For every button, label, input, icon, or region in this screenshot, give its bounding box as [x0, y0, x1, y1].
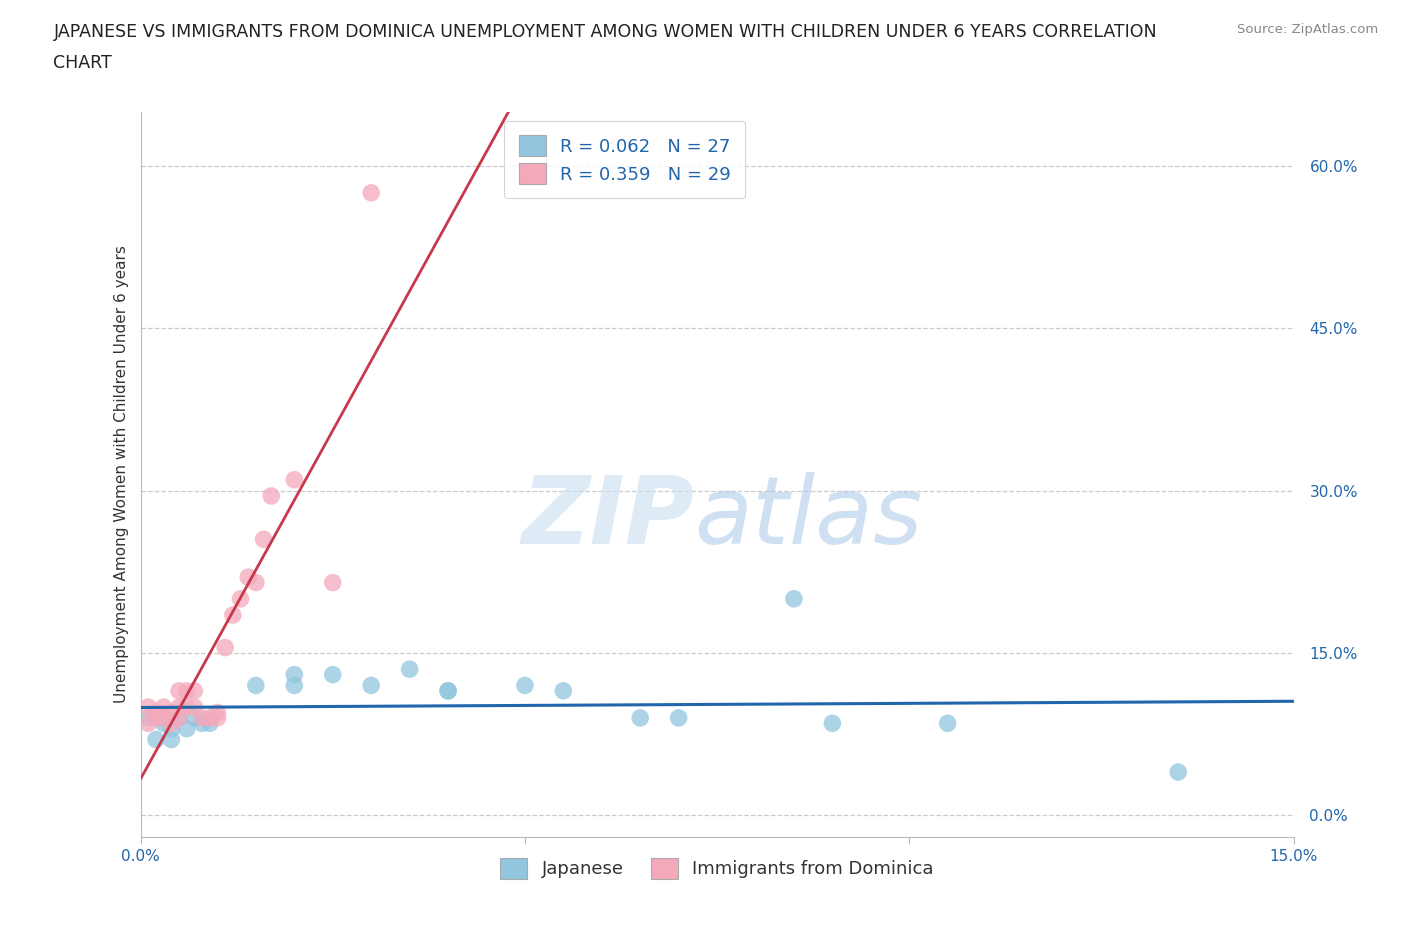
Point — [398, 662, 420, 677]
Point — [160, 722, 183, 737]
Point — [283, 472, 305, 487]
Point — [198, 711, 221, 725]
Point — [222, 607, 245, 622]
Point — [668, 711, 690, 725]
Point — [238, 570, 260, 585]
Point — [283, 667, 305, 682]
Point — [198, 716, 221, 731]
Y-axis label: Unemployment Among Women with Children Under 6 years: Unemployment Among Women with Children U… — [114, 246, 129, 703]
Point — [252, 532, 274, 547]
Text: JAPANESE VS IMMIGRANTS FROM DOMINICA UNEMPLOYMENT AMONG WOMEN WITH CHILDREN UNDE: JAPANESE VS IMMIGRANTS FROM DOMINICA UNE… — [53, 23, 1157, 41]
Point — [437, 684, 460, 698]
Text: CHART: CHART — [53, 54, 112, 72]
Point — [322, 575, 344, 590]
Point — [191, 716, 214, 731]
Point — [145, 711, 167, 725]
Point — [152, 699, 174, 714]
Legend: Japanese, Immigrants from Dominica: Japanese, Immigrants from Dominica — [494, 851, 941, 886]
Point — [260, 488, 283, 503]
Point — [167, 684, 190, 698]
Point — [176, 722, 198, 737]
Point — [160, 716, 183, 731]
Point — [628, 711, 651, 725]
Point — [553, 684, 575, 698]
Point — [245, 575, 267, 590]
Text: Source: ZipAtlas.com: Source: ZipAtlas.com — [1237, 23, 1378, 36]
Point — [229, 591, 252, 606]
Point — [152, 711, 174, 725]
Text: atlas: atlas — [695, 472, 922, 564]
Point — [214, 640, 236, 655]
Point — [360, 678, 382, 693]
Point — [207, 711, 229, 725]
Point — [437, 684, 460, 698]
Point — [360, 185, 382, 200]
Text: ZIP: ZIP — [522, 472, 695, 564]
Point — [936, 716, 959, 731]
Point — [176, 684, 198, 698]
Point — [176, 699, 198, 714]
Point — [136, 711, 159, 725]
Point — [783, 591, 806, 606]
Point — [152, 716, 174, 731]
Point — [183, 711, 205, 725]
Point — [152, 711, 174, 725]
Point — [145, 705, 167, 720]
Point — [245, 678, 267, 693]
Point — [322, 667, 344, 682]
Point — [167, 711, 190, 725]
Point — [167, 699, 190, 714]
Point — [821, 716, 844, 731]
Point — [207, 705, 229, 720]
Point — [191, 711, 214, 725]
Point — [160, 705, 183, 720]
Point — [136, 716, 159, 731]
Point — [283, 678, 305, 693]
Point — [1167, 764, 1189, 779]
Point — [167, 711, 190, 725]
Point — [513, 678, 536, 693]
Point — [145, 732, 167, 747]
Point — [136, 699, 159, 714]
Point — [160, 732, 183, 747]
Point — [183, 684, 205, 698]
Point — [183, 699, 205, 714]
